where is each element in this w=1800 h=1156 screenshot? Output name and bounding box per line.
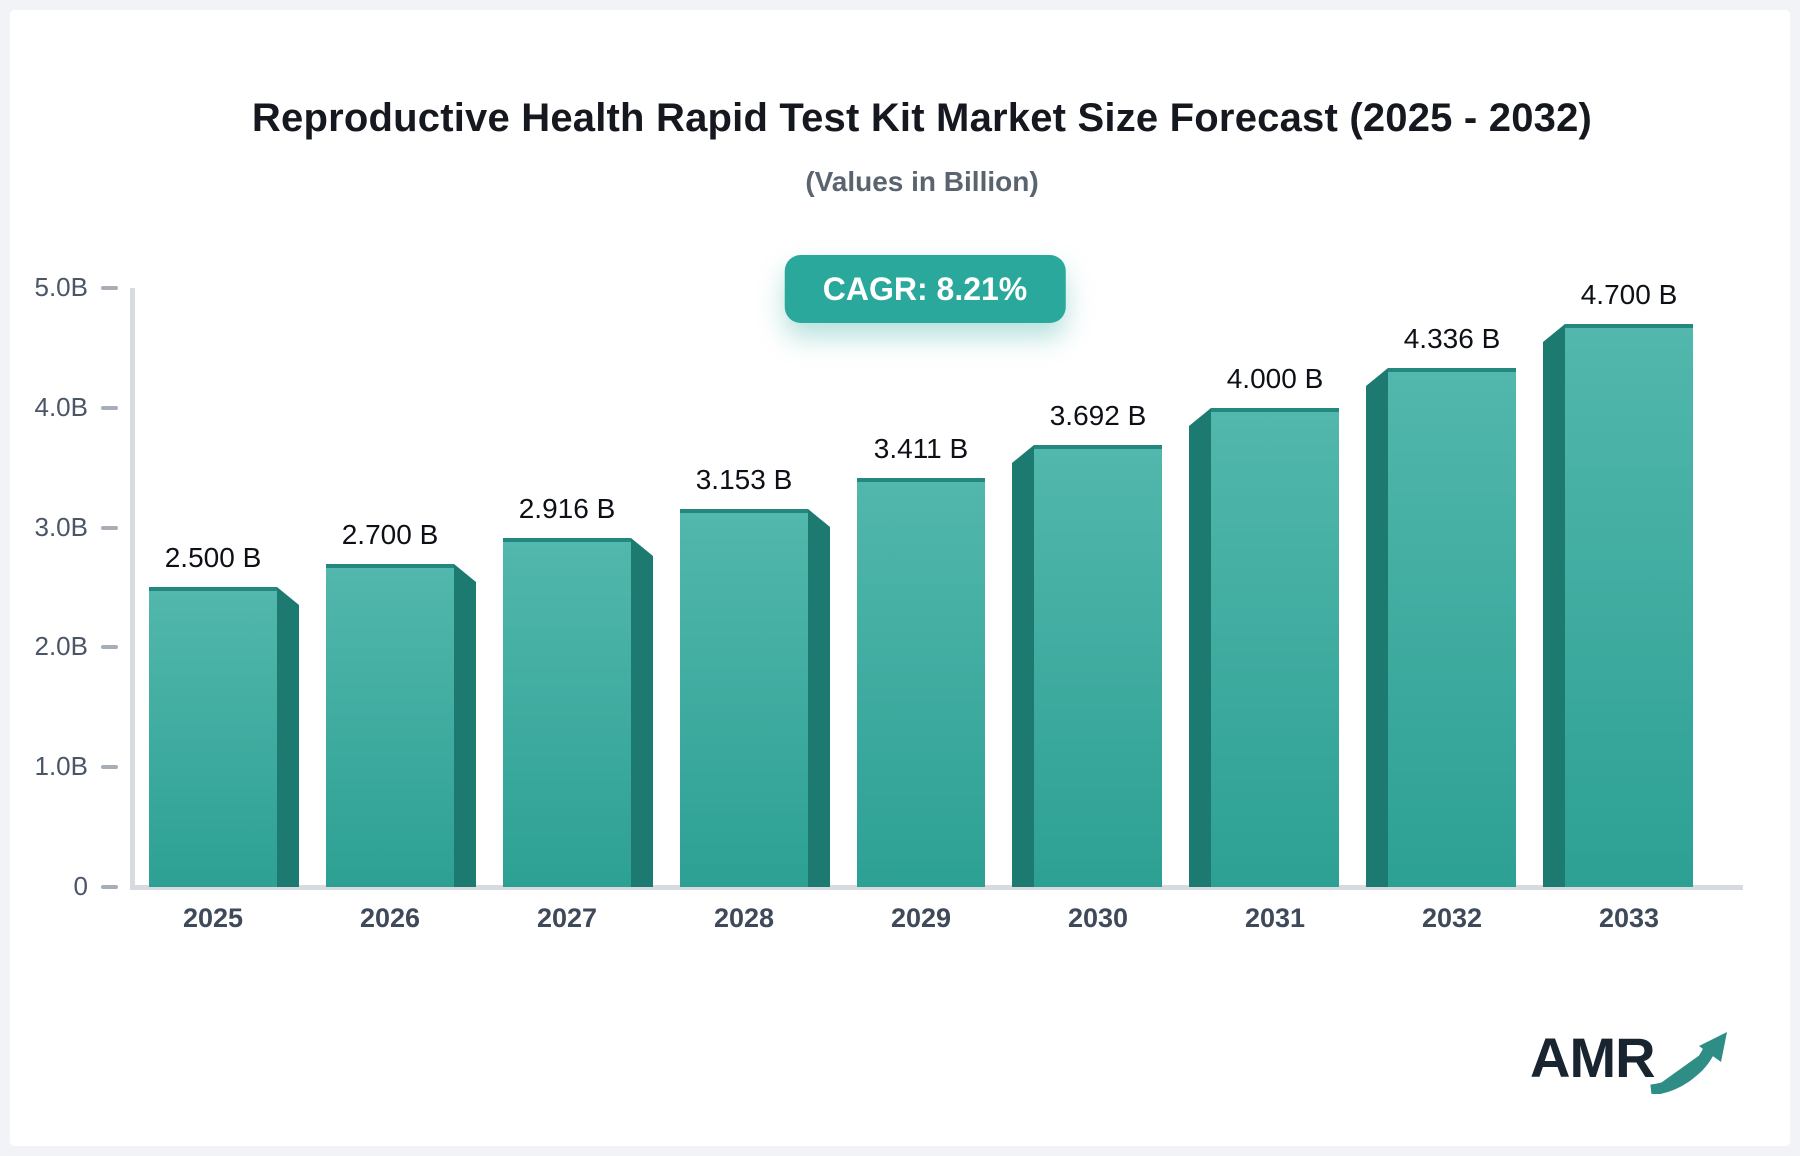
bar-value-label: 2.916 B: [518, 493, 616, 524]
trend-up-arrow-icon: [1649, 1032, 1727, 1094]
bar: [1211, 408, 1339, 887]
bar: [326, 564, 454, 887]
y-axis-tick: [101, 885, 118, 889]
bar-side-face: [1012, 445, 1034, 887]
x-axis-category-label: 2025: [182, 903, 244, 933]
x-axis-category-label: 2028: [713, 903, 775, 933]
bar-value-label: 3.153 B: [695, 464, 793, 495]
bar-value-label: 4.000 B: [1226, 363, 1324, 394]
y-axis-tick: [101, 286, 118, 290]
x-axis-category-label: 2032: [1421, 903, 1483, 933]
bar: [503, 538, 631, 887]
y-axis-tick: [101, 525, 118, 530]
bar: [1388, 368, 1516, 887]
cagr-badge: CAGR: 8.21%: [784, 255, 1066, 323]
bar: [1034, 445, 1162, 887]
bar-side-face: [277, 587, 299, 887]
y-axis-line: [130, 288, 135, 889]
bar-value-label: 3.692 B: [1049, 400, 1147, 431]
brand-wordmark: AMR: [1530, 1026, 1656, 1089]
x-axis-category-label: 2027: [536, 903, 598, 933]
y-axis-tick: [101, 645, 118, 650]
brand-logo: AMR: [1530, 1026, 1729, 1094]
x-axis-category-label: 2029: [890, 903, 952, 933]
bar-side-face: [1543, 324, 1565, 887]
x-axis-category-label: 2030: [1067, 903, 1129, 933]
bar: [149, 587, 277, 887]
chart-title: Reproductive Health Rapid Test Kit Marke…: [251, 96, 1593, 140]
bar-side-face: [1366, 368, 1388, 887]
y-axis-tick: [101, 405, 118, 410]
chart-subtitle: (Values in Billion): [805, 166, 1039, 197]
bar-side-face: [1189, 408, 1211, 887]
bar-value-label: 4.700 B: [1580, 279, 1678, 310]
bar-value-label: 3.411 B: [873, 433, 969, 464]
y-axis-tick-label: 4.0B: [34, 391, 89, 422]
y-axis-tick-label: 0: [73, 871, 88, 901]
y-axis-tick-label: 1.0B: [34, 751, 89, 782]
bar-side-face: [631, 538, 653, 887]
x-axis-baseline: [130, 885, 1743, 890]
bar-value-label: 2.700 B: [341, 519, 439, 550]
bar-side-face: [808, 509, 830, 887]
bar: [1565, 324, 1693, 887]
y-axis-tick-label: 3.0B: [34, 511, 89, 542]
x-axis-category-label: 2031: [1244, 903, 1306, 933]
x-axis-category-label: 2033: [1598, 903, 1660, 933]
bar-value-label: 4.336 B: [1403, 323, 1501, 354]
y-axis-tick: [101, 765, 118, 770]
bar: [857, 478, 985, 887]
bar: [680, 509, 808, 887]
x-axis-category-label: 2026: [359, 903, 421, 933]
bar-value-label: 2.500 B: [164, 542, 262, 573]
y-axis-tick-label: 2.0B: [34, 631, 89, 662]
bar-side-face: [454, 564, 476, 887]
y-axis-tick-label: 5.0B: [34, 272, 89, 302]
